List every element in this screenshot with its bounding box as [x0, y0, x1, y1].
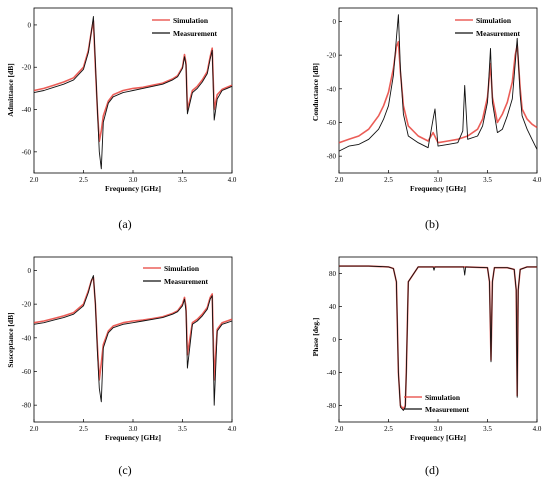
plot-area: 2.0 2.5 3.0 3.5 4.0 -80 -60 -40 -20 0 — [327, 7, 542, 184]
y-tick-label: -60 — [327, 119, 337, 127]
x-tick-label: 2.0 — [30, 176, 39, 184]
x-axis-label: Frequency [GHz] — [410, 184, 466, 193]
legend-label-simulation: Simulation — [425, 393, 461, 402]
x-axis-label: Frequency [GHz] — [105, 433, 161, 442]
legend-label-simulation: Simulation — [476, 16, 512, 25]
x-tick-label: 3.5 — [178, 176, 187, 184]
y-tick-label: 80 — [329, 270, 337, 278]
x-tick-label: 2.0 — [335, 176, 344, 184]
legend: Simulation Measurement — [152, 16, 218, 38]
y-tick-label: -60 — [22, 368, 32, 376]
legend-label-measurement: Measurement — [476, 29, 521, 38]
x-tick-label: 4.0 — [533, 425, 542, 433]
y-axis-label: Phase [deg.] — [311, 318, 320, 357]
legend-label-simulation: Simulation — [164, 264, 200, 273]
y-tick-label: -80 — [327, 153, 337, 161]
legend-label-measurement: Measurement — [164, 277, 209, 286]
series-line-measurement — [338, 14, 538, 152]
y-axis-label: Conductance [dB] — [311, 63, 320, 121]
panel-c: 2.0 2.5 3.0 3.5 4.0 -80 -60 -40 -20 0 Frequency [… — [6, 256, 237, 477]
plot-area: 2.0 2.5 3.0 3.5 4.0 -80 -60 -40 -20 0 — [22, 256, 237, 433]
y-tick-label: 40 — [329, 303, 337, 311]
plot-area: 2.0 2.5 3.0 3.5 4.0 -80 -40 0 40 80 — [327, 256, 542, 433]
panel-label-a: (a) — [118, 217, 131, 231]
series-line-measurement — [33, 275, 233, 406]
y-tick-label: -80 — [327, 402, 337, 410]
y-tick-label: -40 — [327, 85, 337, 93]
y-tick-label: -40 — [327, 369, 337, 377]
y-tick-label: 0 — [333, 336, 337, 344]
legend-label-measurement: Measurement — [425, 405, 470, 414]
x-tick-label: 3.5 — [483, 425, 492, 433]
x-tick-label: 2.5 — [384, 176, 393, 184]
series-line-measurement — [33, 16, 233, 170]
panel-b: 2.0 2.5 3.0 3.5 4.0 -80 -60 -40 -20 0 Frequency [… — [311, 7, 542, 231]
series-line-simulation — [338, 40, 538, 144]
x-tick-label: 2.0 — [335, 425, 344, 433]
x-tick-label: 3.0 — [129, 425, 138, 433]
x-tick-label: 2.5 — [79, 176, 88, 184]
y-tick-label: -60 — [22, 148, 32, 156]
x-axis-label: Frequency [GHz] — [410, 433, 466, 442]
y-tick-label: -40 — [22, 106, 32, 114]
x-tick-label: 3.5 — [178, 425, 187, 433]
legend: Simulation Measurement — [455, 16, 521, 38]
legend-label-measurement: Measurement — [173, 29, 218, 38]
y-tick-label: -40 — [22, 334, 32, 342]
panel-label-d: (d) — [425, 463, 439, 477]
y-tick-label: -80 — [22, 402, 32, 410]
series-line-measurement — [339, 265, 537, 411]
plot-area: 2.0 2.5 3.0 3.5 4.0 -60 -40 -20 0 — [22, 7, 237, 184]
x-axis-label: Frequency [GHz] — [105, 184, 161, 193]
legend: Simulation Measurement — [143, 264, 209, 286]
legend: Simulation Measurement — [404, 393, 470, 414]
x-tick-label: 4.0 — [533, 176, 542, 184]
y-axis-label: Susceptance [dB] — [6, 312, 15, 367]
y-tick-label: -20 — [327, 52, 337, 60]
panel-label-c: (c) — [118, 463, 131, 477]
series-line-simulation — [33, 276, 233, 381]
x-tick-label: 2.5 — [384, 425, 393, 433]
x-tick-label: 4.0 — [228, 176, 237, 184]
x-tick-label: 2.5 — [79, 425, 88, 433]
legend-label-simulation: Simulation — [173, 16, 209, 25]
panel-a: 2.0 2.5 3.0 3.5 4.0 -60 -40 -20 0 Frequency [GHz… — [6, 7, 237, 231]
y-tick-label: 0 — [28, 267, 32, 275]
series-line-simulation — [33, 19, 233, 143]
y-axis-label: Admittance [dB] — [6, 63, 15, 117]
x-tick-label: 3.5 — [483, 176, 492, 184]
y-tick-label: 0 — [333, 18, 337, 26]
x-tick-label: 3.0 — [434, 176, 443, 184]
panel-label-b: (b) — [425, 217, 439, 231]
y-tick-label: -20 — [22, 301, 32, 309]
panel-d: 2.0 2.5 3.0 3.5 4.0 -80 -40 0 40 80 Frequency [GH… — [311, 256, 542, 477]
x-tick-label: 3.0 — [129, 176, 138, 184]
x-tick-label: 2.0 — [30, 425, 39, 433]
y-tick-label: 0 — [28, 21, 32, 29]
x-tick-label: 3.0 — [434, 425, 443, 433]
x-tick-label: 4.0 — [228, 425, 237, 433]
series-line-simulation — [339, 265, 537, 410]
y-tick-label: -20 — [22, 64, 32, 72]
